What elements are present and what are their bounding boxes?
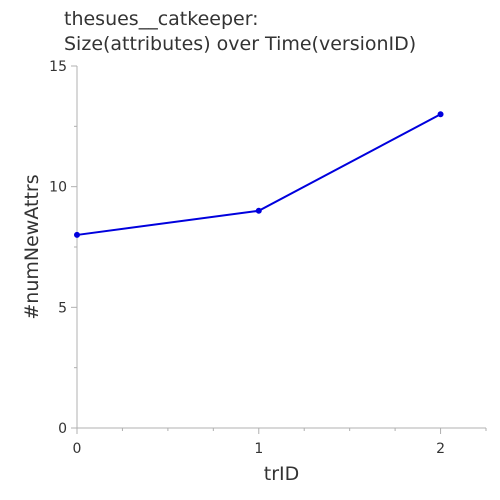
y-tick-label: 10 [49,180,67,196]
chart-title-line-2: Size(attributes) over Time(versionID) [64,33,416,55]
x-tick-label: 2 [436,441,445,457]
x-axis-label: trID [264,463,300,485]
series-line [76,113,442,236]
y-tick-label: 0 [58,421,67,437]
y-tick-label: 5 [58,300,67,316]
y-ticks: 0 5 10 15 [49,59,77,437]
x-tick-label: 1 [254,441,263,457]
x-ticks: 0 1 2 [73,428,487,457]
chart-title-line-1: thesues__catkeeper: [64,8,259,30]
y-tick-label: 15 [49,59,67,75]
data-point [255,207,262,214]
data-point [74,231,80,238]
series-layer [74,111,444,238]
y-axis-label: #numNewAttrs [21,174,43,319]
axes [76,66,486,429]
x-tick-label: 0 [73,441,82,457]
data-point [437,111,444,118]
